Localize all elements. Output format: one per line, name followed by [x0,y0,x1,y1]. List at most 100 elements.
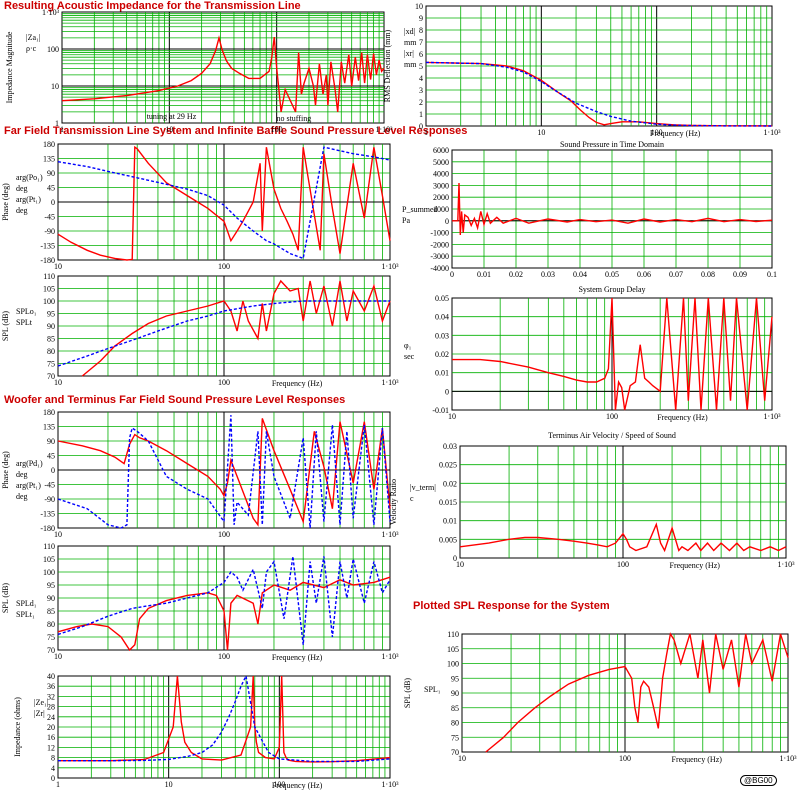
rms_deflection-ytick-label: 6 [419,50,423,59]
impedance_ohms-ytick-label: 4 [51,764,55,773]
impedance_ohms-ytick-label: 24 [47,713,55,722]
rms_deflection-ytick-label: 9 [419,14,423,23]
phase_tl_ib-series-label: arg(Pt₁) [16,195,41,204]
system_spl-xlabel: Frequency (Hz) [672,755,723,764]
rms_deflection-xtick-label: 10 [537,128,545,137]
system_spl-ytick-label: 75 [451,733,459,742]
sound_pressure_time-xtick-label: 0.02 [509,270,523,279]
impedance_ohms-series-label: |Zr| [34,709,45,718]
spl_woofer_terminus-ytick-label: 100 [43,568,55,577]
phase_tl_ib-series-label: deg [16,184,28,193]
spl_woofer_terminus-ytick-label: 95 [47,581,55,590]
impedance_ohms-ylabel: Impedance (ohms) [13,697,22,757]
spl_tl_ib-ytick-label: 100 [43,297,55,306]
sound_pressure_time-xtick-label: 0.1 [767,270,777,279]
sound_pressure_time-title: Sound Pressure in Time Domain [560,140,664,149]
spl_tl_ib-xtick-label: 10 [54,378,62,387]
rms_deflection-ytick-label: 8 [419,26,423,35]
impedance_line-series-label: |Za₁| [26,33,40,42]
sound_pressure_time-ytick-label: 1000 [433,205,449,214]
spl_woofer_terminus-ytick-label: 90 [47,594,55,603]
sound_pressure_time-xtick-label: 0 [450,270,454,279]
spl_woofer_terminus-ylabel: SPL (dB) [1,583,10,613]
phase_woofer_terminus-series-label: deg [16,492,28,501]
impedance_line-ytick-label: 10 [51,82,59,91]
spl_tl_ib-ytick-label: 95 [47,310,55,319]
terminus_velocity-ytick-label: 0.025 [439,461,457,470]
terminus_velocity-xtick-label: 1·10³ [777,560,795,569]
spl_woofer_terminus-ytick-label: 110 [43,542,55,551]
spl_woofer_terminus-ytick-label: 70 [47,646,55,655]
impedance_ohms-ytick-label: 40 [47,672,55,681]
rms_deflection-plot [425,5,773,127]
section-title-impedance: Resulting Acoustic Impedance for the Tra… [4,0,301,12]
sound_pressure_time-ytick-label: 6000 [433,146,449,155]
impedance_line-ytick-label: 1 [55,119,59,128]
spl_woofer_terminus-xtick-label: 100 [218,652,230,661]
sound_pressure_time-xtick-label: 0.08 [701,270,715,279]
system_spl-ytick-label: 85 [451,704,459,713]
spl_tl_ib-ytick-label: 70 [47,372,55,381]
spl_tl_ib-xlabel: Frequency (Hz) [272,379,323,388]
impedance_line-ytick-label: 1·10³ [42,8,60,17]
rms_deflection-series-label: |xr| [404,49,414,58]
rms_deflection-ytick-label: 4 [419,74,423,83]
spl_tl_ib-ytick-label: 105 [43,285,55,294]
group_delay-title: System Group Delay [578,285,645,294]
spl_woofer_terminus-ytick-label: 105 [43,555,55,564]
impedance_line-xtick-label: 10 [165,125,173,134]
impedance_line-xtick-label: 1 [60,125,64,134]
impedance_ohms-xtick-label: 1 [56,780,60,789]
group_delay-xtick-label: 1·10³ [763,412,781,421]
group_delay-ytick-label: 0.05 [435,294,449,303]
group_delay-ytick-label: 0.04 [435,313,449,322]
impedance_line-xtick-label: 100 [271,125,283,134]
impedance_ohms-xtick-label: 100 [273,780,285,789]
sound_pressure_time-ytick-label: 2000 [433,193,449,202]
terminus_velocity-xtick-label: 100 [617,560,629,569]
spl_tl_ib-ytick-label: 75 [47,360,55,369]
sound_pressure_time-series-label: P_summed [402,205,438,214]
terminus_velocity-ytick-label: 0.02 [443,479,457,488]
phase_woofer_terminus-ytick-label: 180 [43,408,55,417]
group_delay-ytick-label: 0.01 [435,369,449,378]
group_delay-series-label: φ₁ [404,341,412,350]
rms_deflection-series-label: |xd| [404,27,415,36]
group_delay-ytick-label: 0.03 [435,331,449,340]
rms_deflection-ytick-label: 7 [419,38,423,47]
impedance_ohms-series-1 [58,675,391,763]
sound_pressure_time-xtick-label: 0.07 [669,270,683,279]
sound_pressure_time-xtick-label: 0.05 [605,270,619,279]
terminus_velocity-title: Terminus Air Velocity / Speed of Sound [548,431,676,440]
impedance_ohms-xlabel: Frequency (Hz) [272,781,323,790]
rms_deflection-xtick-label: 1 [424,128,428,137]
group_delay-plot [451,297,773,411]
sound_pressure_time-xtick-label: 0.09 [733,270,747,279]
spl_woofer_terminus-series-label: SPLd₁ [16,599,37,608]
spl_tl_ib-ytick-label: 85 [47,335,55,344]
terminus_velocity-ylabel: Velocity Ratio [389,479,398,525]
phase_woofer_terminus-ytick-label: -135 [40,510,55,519]
phase_woofer_terminus-xtick-label: 10 [54,530,62,539]
section-title-system-spl: Plotted SPL Response for the System [413,600,610,612]
impedance_ohms-ytick-label: 8 [51,754,55,763]
terminus_velocity-xlabel: Frequency (Hz) [670,561,721,570]
impedance_ohms-series-label: |Ze₁| [34,698,48,707]
phase_woofer_terminus-ytick-label: 45 [47,452,55,461]
phase_tl_ib-xtick-label: 10 [54,262,62,271]
system_spl-xtick-label: 1·10³ [779,754,797,763]
rms_deflection-ytick-label: 2 [419,98,423,107]
spl_tl_ib-series-label: SPLo₁ [16,307,37,316]
rms_deflection-ylabel: RMS Deflection (mm) [383,29,392,102]
rms_deflection-series-label: mm [404,38,417,47]
impedance_line-ylabel: Impedance Magnitude [5,31,14,103]
phase_woofer_terminus-xtick-label: 1·10³ [381,530,399,539]
phase_tl_ib-ylabel: Phase (deg) [1,183,10,221]
system_spl-ytick-label: 105 [447,645,459,654]
rms_deflection-ytick-label: 0 [419,122,423,131]
system_spl-ytick-label: 80 [451,719,459,728]
sound_pressure_time-ytick-label: -4000 [430,264,449,273]
phase_woofer_terminus-series-2 [57,415,391,529]
sound_pressure_time-ytick-label: 5000 [433,158,449,167]
